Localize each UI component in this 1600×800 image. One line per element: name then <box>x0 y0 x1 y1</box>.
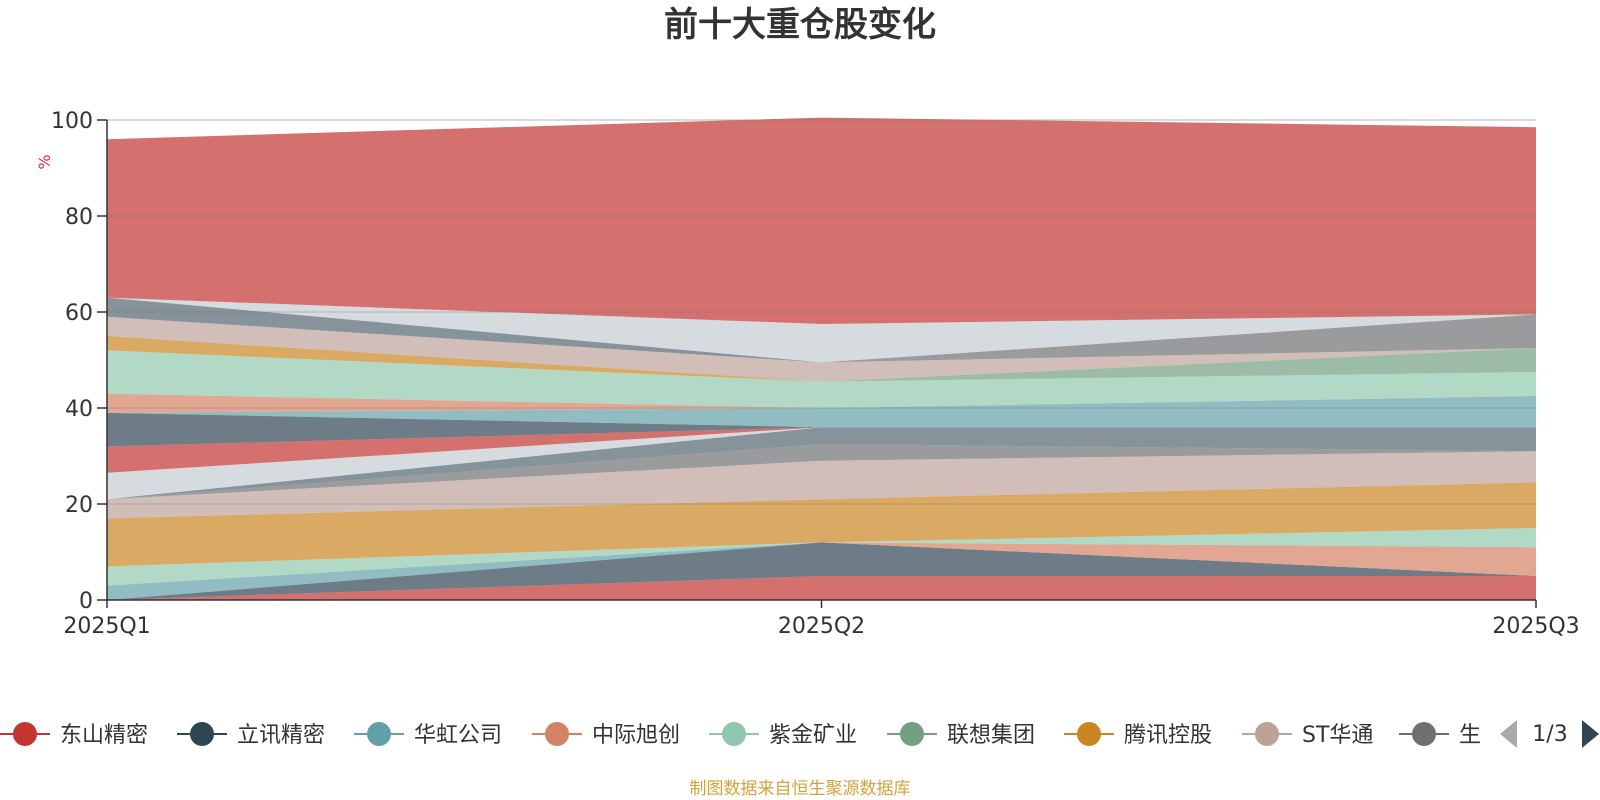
area-band-6 <box>107 451 1536 519</box>
legend-label: ST华通 <box>1302 723 1373 748</box>
legend-label: 东山精密 <box>60 723 148 748</box>
area-band-1 <box>107 542 1536 600</box>
gridline-overlay <box>107 119 1536 505</box>
y-tick-label-60: 60 <box>65 301 93 326</box>
legend: 东山精密 立讯精密 华虹公司 中际旭创 紫金矿业 联想集团 腾讯控股 ST华通 生 <box>0 722 1481 748</box>
legend-item[interactable]: 立讯精密 <box>177 722 325 748</box>
y-tick-label-80: 80 <box>65 205 93 230</box>
legend-marker-icon <box>13 722 37 746</box>
legend-marker-icon <box>1077 722 1101 746</box>
legend-page-indicator: 1/3 <box>1532 722 1567 747</box>
legend-item[interactable]: 华虹公司 <box>354 722 502 748</box>
y-tick-label-0: 0 <box>79 589 93 614</box>
legend-marker-icon <box>545 722 569 746</box>
legend-label: 腾讯控股 <box>1124 723 1212 748</box>
legend-item[interactable]: 腾讯控股 <box>1064 722 1212 748</box>
y-axis-unit-label: % <box>35 154 54 169</box>
legend-item[interactable]: 中际旭创 <box>532 722 680 748</box>
legend-marker-icon <box>1412 722 1436 746</box>
chart-title: 前十大重仓股变化 <box>664 5 936 45</box>
area-band-2 <box>107 542 1536 600</box>
area-band-8 <box>107 427 1536 500</box>
legend-item[interactable]: 紫金矿业 <box>709 722 857 748</box>
legend-marker-icon <box>1255 722 1279 746</box>
legend-label: 紫金矿业 <box>769 723 857 748</box>
area-band-0 <box>107 576 1536 600</box>
area-band-18 <box>107 314 1536 363</box>
y-tick-label-20: 20 <box>65 493 93 518</box>
area-band-13 <box>107 393 1536 413</box>
x-tick-label-1: 2025Q2 <box>778 614 865 639</box>
legend-next-page-button[interactable] <box>1582 720 1599 748</box>
area-band-4 <box>107 528 1536 586</box>
legend-label: 立讯精密 <box>237 723 325 748</box>
area-band-15 <box>107 348 1536 382</box>
x-tick-label-2: 2025Q3 <box>1492 614 1579 639</box>
legend-marker-icon <box>900 722 924 746</box>
legend-item[interactable]: ST华通 <box>1242 722 1373 748</box>
area-band-10 <box>107 427 1536 473</box>
legend-item[interactable]: 东山精密 <box>0 722 148 748</box>
legend-prev-page-button[interactable] <box>1500 720 1517 748</box>
legend-pager: 1/3 <box>1500 720 1599 748</box>
area-band-9 <box>107 427 1536 500</box>
area-band-12 <box>107 396 1536 428</box>
x-axis-ticks: 2025Q1 2025Q2 2025Q3 <box>63 600 1580 639</box>
area-band-3 <box>107 542 1536 586</box>
legend-item[interactable]: 联想集团 <box>887 722 1035 748</box>
area-band-11 <box>107 412 1536 447</box>
legend-marker-icon <box>190 722 214 746</box>
area-band-7 <box>107 444 1536 500</box>
legend-marker-icon <box>367 722 391 746</box>
y-tick-label-40: 40 <box>65 397 93 422</box>
area-series <box>107 117 1536 600</box>
area-band-17 <box>107 316 1536 382</box>
legend-item[interactable]: 生 <box>1399 722 1481 748</box>
area-band-16 <box>107 336 1536 382</box>
legend-marker-icon <box>722 722 746 746</box>
y-tick-label-100: 100 <box>51 109 93 134</box>
area-band-19 <box>107 297 1536 363</box>
legend-label: 生 <box>1459 723 1481 748</box>
y-axis-ticks: 0 20 40 60 80 100 <box>51 109 107 614</box>
legend-label: 华虹公司 <box>414 723 502 748</box>
legend-label: 联想集团 <box>947 723 1035 748</box>
legend-label: 中际旭创 <box>592 723 680 748</box>
area-band-21 <box>107 117 1536 324</box>
data-source-note: 制图数据来自恒生聚源数据库 <box>690 779 911 799</box>
x-tick-label-0: 2025Q1 <box>63 614 150 639</box>
area-band-14 <box>107 350 1536 408</box>
area-band-20 <box>107 297 1536 363</box>
area-band-5 <box>107 482 1536 567</box>
